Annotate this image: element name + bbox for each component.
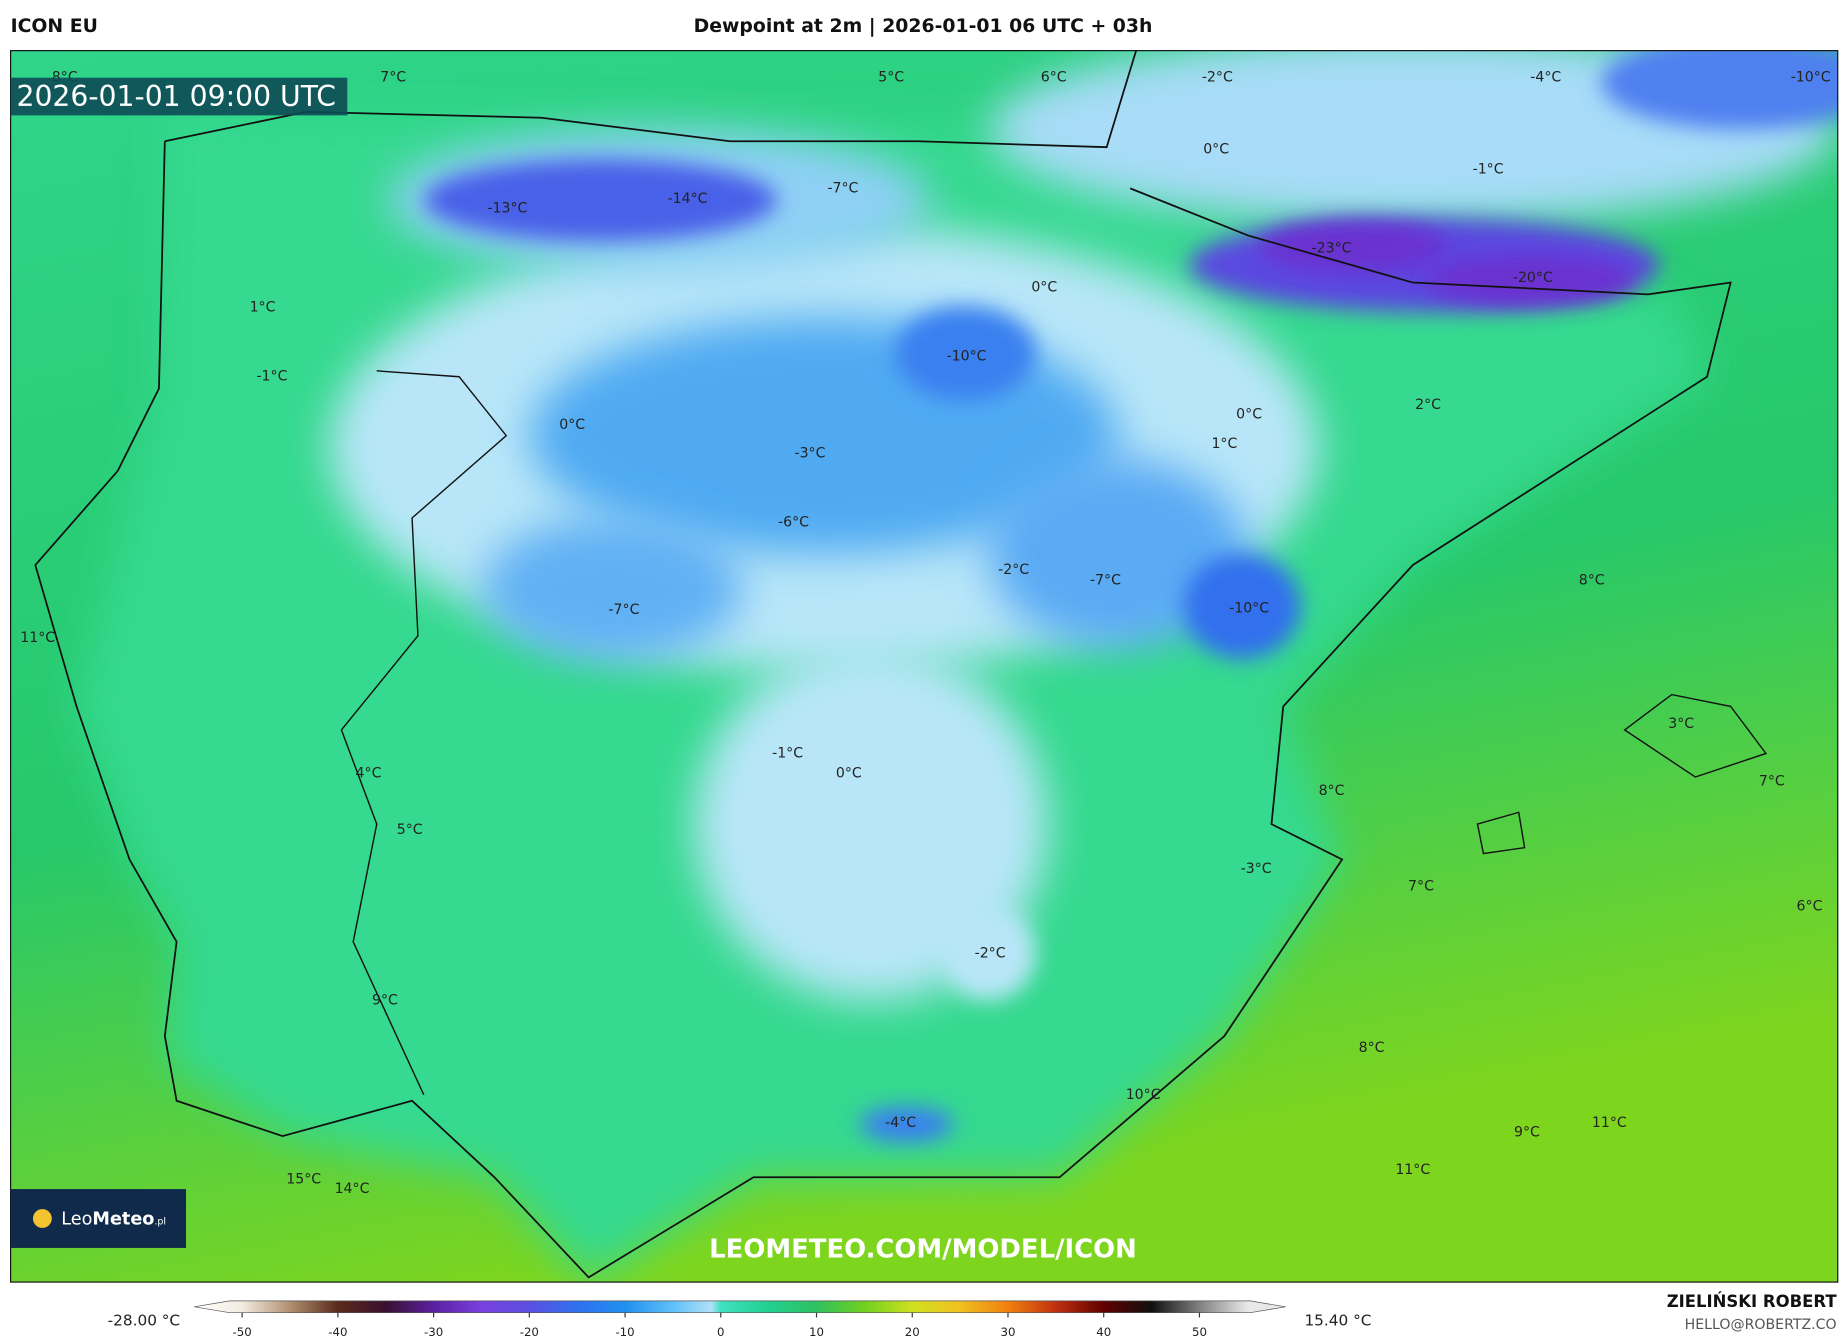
- model-name: ICON EU: [11, 16, 98, 37]
- temperature-label: 1°C: [250, 299, 276, 315]
- temperature-label: 0°C: [559, 417, 585, 433]
- colorbar-tick-label: -30: [424, 1325, 443, 1338]
- logo-suffix: .pl: [154, 1216, 166, 1227]
- temperature-label: 7°C: [1759, 774, 1785, 790]
- temperature-label: 11°C: [1395, 1162, 1430, 1178]
- temperature-label: -10°C: [1791, 70, 1831, 86]
- temperature-label: -10°C: [947, 349, 987, 365]
- colorbar-tick-label: 30: [1000, 1325, 1015, 1338]
- author: ZIELIŃSKI ROBERT: [1667, 1292, 1838, 1311]
- temperature-label: -2°C: [1202, 70, 1233, 86]
- temperature-label: -1°C: [1473, 162, 1504, 178]
- map: 8°C 7°C 5°C 6°C -2°C -4°C -10°C 0°C -1°C -13°C -14…: [10, 50, 1838, 1283]
- temperature-label: -1°C: [772, 745, 803, 761]
- watermark: LEOMETEO.COM/MODEL/ICON: [709, 1234, 1137, 1264]
- temperature-label: -23°C: [1312, 240, 1352, 256]
- temperature-label: 0°C: [836, 765, 862, 781]
- temperature-label: -3°C: [794, 445, 825, 461]
- temperature-label: 8°C: [1359, 1040, 1385, 1056]
- temperature-label: 2°C: [1415, 397, 1441, 413]
- temperature-label: 5°C: [878, 70, 904, 86]
- colorbar-tick-label: 10: [809, 1325, 824, 1338]
- temperature-label: -1°C: [256, 369, 287, 385]
- temperature-label: 7°C: [1408, 879, 1434, 895]
- colorbar: -50 -40 -30 -20 -10 0 10 20 30 40 50: [194, 1300, 1286, 1338]
- colorbar-tick-label: -20: [520, 1325, 539, 1338]
- colorbar-bar: [194, 1300, 1286, 1314]
- colorbar-tick-label: -10: [615, 1325, 634, 1338]
- logo-brand2: Meteo: [92, 1209, 154, 1229]
- temperature-label: 9°C: [372, 993, 398, 1009]
- islands: [1476, 693, 1768, 855]
- map-labels: 8°C 7°C 5°C 6°C -2°C -4°C -10°C 0°C -1°C -13°C -14…: [20, 70, 1831, 1197]
- temperature-label: -10°C: [1229, 601, 1269, 617]
- temperature-label: 15°C: [286, 1172, 321, 1188]
- colorbar-tick-label: 40: [1096, 1325, 1111, 1338]
- cold-areas: [329, 50, 1838, 1142]
- map-frame: [10, 50, 1839, 1283]
- colorbar-tick-label: -40: [328, 1325, 347, 1338]
- timestamp: 2026-01-01 09:00 UTC: [16, 80, 336, 113]
- temperature-label: 8°C: [1319, 783, 1345, 799]
- temperature-label: 14°C: [335, 1181, 370, 1197]
- colorbar-max: 15.40 °C: [1304, 1312, 1371, 1330]
- temperature-label: 9°C: [1514, 1125, 1540, 1141]
- colorbar-min: -28.00 °C: [108, 1312, 181, 1330]
- border-portugal: [340, 370, 508, 1096]
- temperature-label: 6°C: [1797, 899, 1823, 915]
- temperature-label: -2°C: [975, 946, 1006, 962]
- temperature-label: 11°C: [20, 630, 55, 646]
- temperature-label: 4°C: [356, 765, 382, 781]
- title: Dewpoint at 2m | 2026-01-01 06 UTC + 03h: [694, 16, 1153, 37]
- email: HELLO@ROBERTZ.CO: [1685, 1317, 1837, 1333]
- logo-brand: Leo: [61, 1209, 92, 1229]
- colorbar-tick-label: -50: [233, 1325, 252, 1338]
- temperature-label: -6°C: [778, 515, 809, 531]
- temperature-label: -2°C: [998, 562, 1029, 578]
- temperature-label: 1°C: [1211, 436, 1237, 452]
- temperature-label: -4°C: [885, 1115, 916, 1131]
- svg-text:LeoMeteo.pl: LeoMeteo.pl: [61, 1209, 166, 1229]
- temperature-label: 7°C: [380, 70, 406, 86]
- temperature-label: 11°C: [1592, 1115, 1627, 1131]
- temperature-label: -7°C: [1090, 572, 1121, 588]
- temperature-label: 0°C: [1203, 142, 1229, 158]
- temperature-label: -4°C: [1530, 70, 1561, 86]
- colorbar-tick-label: 0: [717, 1325, 725, 1338]
- colorbar-tick-label: 20: [905, 1325, 920, 1338]
- temperature-label: -13°C: [487, 200, 527, 216]
- temperature-label: 5°C: [397, 822, 423, 838]
- temperature-label: -7°C: [608, 602, 639, 618]
- temperature-label: 6°C: [1041, 70, 1067, 86]
- temperature-label: -7°C: [827, 180, 858, 196]
- temperature-label: -14°C: [668, 191, 708, 207]
- timestamp-box: [10, 77, 348, 116]
- temperature-label: -3°C: [1241, 861, 1272, 877]
- temperature-label: 8°C: [1579, 572, 1605, 588]
- logo: LeoMeteo.pl: [10, 1189, 187, 1248]
- temperature-label: 3°C: [1668, 716, 1694, 732]
- temperature-label: -20°C: [1513, 270, 1553, 286]
- temperature-label: 10°C: [1126, 1087, 1161, 1103]
- colorbar-tick-label: 50: [1192, 1325, 1207, 1338]
- temperature-label: 0°C: [1031, 279, 1057, 295]
- temperature-label: 0°C: [1236, 406, 1262, 422]
